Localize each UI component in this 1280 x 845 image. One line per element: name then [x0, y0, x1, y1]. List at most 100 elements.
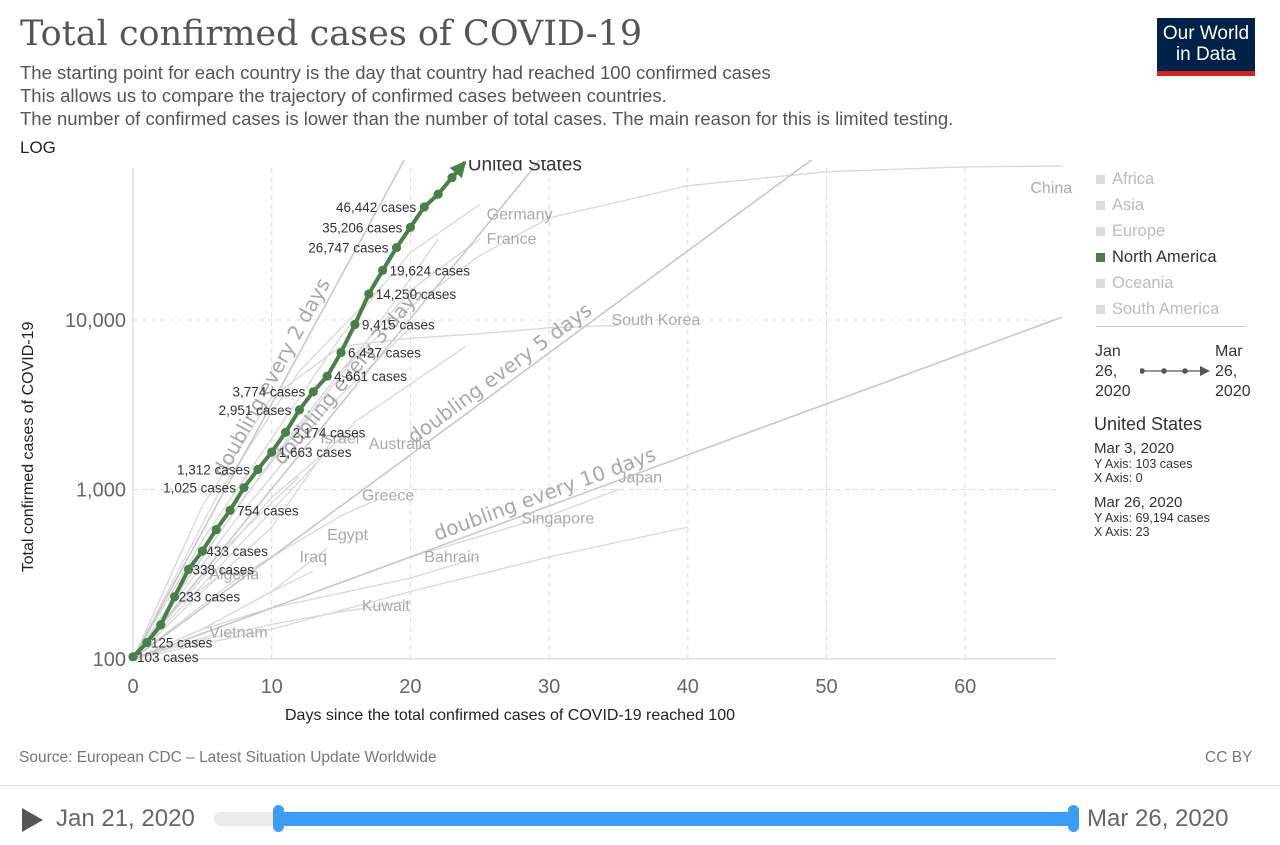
- us-data-point: [280, 427, 291, 437]
- subtitle-line-2: This allows us to compare the trajectory…: [20, 85, 667, 106]
- highlight-series: United States: [128, 160, 582, 662]
- country-label: Germany: [487, 206, 553, 223]
- chart-title: Total confirmed cases of COVID-19: [20, 14, 643, 54]
- legend-label: North America: [1112, 247, 1217, 266]
- us-data-point: [419, 202, 429, 212]
- timeline-end-handle[interactable]: [1068, 805, 1079, 832]
- point-label: 233 cases: [179, 590, 241, 605]
- logo-line-1: Our World: [1162, 23, 1250, 44]
- us-data-point: [378, 265, 388, 275]
- logo-line-2: in Data: [1175, 44, 1237, 65]
- point-label: 35,206 cases: [322, 220, 403, 235]
- legend-swatch: [1096, 174, 1105, 184]
- legend-item-asia[interactable]: Asia: [1096, 192, 1256, 218]
- legend-item-north-america[interactable]: North America: [1096, 244, 1256, 270]
- legend-item-africa[interactable]: Africa: [1096, 166, 1256, 192]
- y-axis-title: Total confirmed cases of COVID-19: [20, 321, 37, 573]
- background-series-line: [132, 427, 342, 660]
- doubling-line: [132, 316, 1063, 660]
- mini-start-year: 2020: [1095, 383, 1131, 400]
- us-data-point: [170, 592, 180, 602]
- legend-label: Africa: [1112, 169, 1155, 188]
- info-end-date: Mar 26, 2020: [1094, 494, 1183, 511]
- background-series-line: [132, 203, 481, 660]
- background-series-line: [132, 600, 411, 660]
- footer-divider: [0, 785, 1280, 786]
- us-data-point: [253, 464, 263, 475]
- country-label: Algeria: [209, 567, 259, 584]
- mini-end-month: Mar: [1215, 343, 1243, 360]
- point-label: 1,312 cases: [177, 463, 250, 478]
- y-tick-label: 10,000: [65, 310, 126, 332]
- background-series-line: [132, 438, 342, 660]
- legend-label: Europe: [1112, 221, 1166, 240]
- info-start-date: Mar 3, 2020: [1094, 440, 1175, 457]
- legend-swatch: [1096, 278, 1105, 288]
- point-label: 14,250 cases: [376, 287, 457, 302]
- point-label: 754 cases: [237, 503, 299, 518]
- subtitle-line-1: The starting point for each country is t…: [20, 62, 771, 83]
- legend-item-europe[interactable]: Europe: [1096, 218, 1256, 244]
- us-data-point: [336, 347, 346, 358]
- country-label: Bahrain: [424, 549, 479, 566]
- us-arrow-head: [449, 160, 467, 179]
- point-label: 3,774 cases: [232, 385, 305, 400]
- mini-end-day: 26,: [1215, 363, 1238, 380]
- log-scale-toggle[interactable]: LOG: [20, 138, 56, 157]
- point-label: 2,174 cases: [293, 425, 366, 440]
- country-labels: China Germany France South Korea Israel Austr…: [209, 180, 1072, 642]
- us-data-point: [211, 524, 221, 535]
- timeline-selected-range[interactable]: [278, 812, 1074, 826]
- y-tick-label: 100: [93, 649, 126, 671]
- axes: 0 10 20 30 40 50 60 100 1,000 10,000: [65, 168, 1056, 698]
- x-tick-label: 40: [677, 676, 699, 698]
- us-data-point: [197, 546, 207, 556]
- y-tick-label: 1,000: [76, 480, 126, 502]
- country-label: Greece: [362, 488, 415, 505]
- us-data-point: [391, 242, 402, 253]
- mini-timeline-arrow: [1140, 366, 1210, 376]
- owid-logo[interactable]: Our World in Data: [1157, 18, 1255, 76]
- us-data-point: [308, 387, 318, 397]
- x-tick-label: 60: [954, 676, 976, 698]
- country-label: Israel: [320, 430, 359, 447]
- mini-start-month: Jan: [1095, 343, 1121, 360]
- doubling-line: [132, 160, 541, 660]
- legend-item-oceania[interactable]: Oceania: [1096, 270, 1256, 296]
- play-icon[interactable]: [22, 808, 43, 832]
- subtitle-line-3: The number of confirmed cases is lower t…: [20, 108, 954, 129]
- us-data-point: [183, 564, 194, 574]
- mini-end-year: 2020: [1215, 383, 1251, 400]
- info-country: United States: [1094, 414, 1203, 434]
- point-label: 433 cases: [206, 544, 268, 559]
- background-series-line: [132, 345, 467, 660]
- us-data-point: [239, 483, 249, 493]
- mini-timeline-start: Jan 26, 2020: [1095, 342, 1131, 402]
- us-data-point: [225, 505, 235, 515]
- x-tick-label: 30: [538, 676, 560, 698]
- us-data-point: [267, 447, 277, 457]
- legend-divider: [1096, 326, 1246, 327]
- mini-timeline-end: Mar 26, 2020: [1215, 342, 1251, 402]
- background-series-line: [132, 526, 688, 660]
- background-series-line: [132, 284, 384, 660]
- point-label: 338 cases: [192, 562, 254, 577]
- us-data-point: [405, 222, 415, 232]
- license-link[interactable]: CC BY: [1205, 749, 1253, 766]
- timeline-start-handle[interactable]: [273, 805, 284, 832]
- us-data-point: [364, 289, 374, 299]
- country-label: Iraq: [299, 549, 327, 566]
- country-label: South Korea: [612, 312, 701, 329]
- point-label: 103 cases: [137, 650, 199, 665]
- logo-accent-bar: [1157, 71, 1255, 76]
- source-note[interactable]: Source: European CDC – Latest Situation …: [19, 749, 437, 766]
- x-tick-label: 10: [261, 676, 283, 698]
- point-label: 46,442 cases: [336, 200, 417, 215]
- legend-swatch: [1096, 226, 1105, 236]
- legend-swatch: [1096, 304, 1105, 314]
- x-axis-title: Days since the total confirmed cases of …: [285, 707, 735, 724]
- legend-item-south-america[interactable]: South America: [1096, 296, 1256, 322]
- country-label: Singapore: [521, 510, 594, 527]
- country-label: Egypt: [327, 527, 368, 544]
